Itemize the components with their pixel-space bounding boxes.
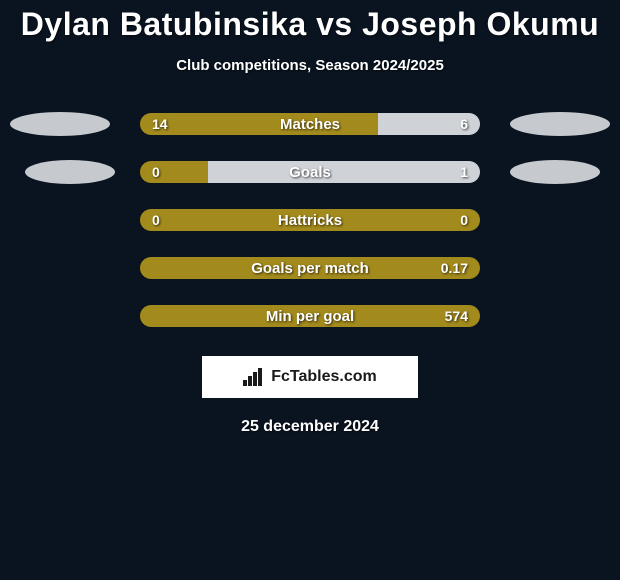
player-placeholder-left [25, 160, 115, 184]
stat-row: Goals01 [0, 160, 620, 184]
stat-rows: Matches146 Goals01 Hattricks00 Goals per ma… [0, 112, 620, 328]
player-placeholder-left [10, 112, 110, 136]
stat-bar: Hattricks00 [140, 209, 480, 231]
stat-row: Hattricks00 [0, 208, 620, 232]
stat-bar: Min per goal574 [140, 305, 480, 327]
stat-bar-left [140, 113, 378, 135]
brand-chart-icon [243, 368, 265, 386]
page-title: Dylan Batubinsika vs Joseph Okumu [0, 6, 620, 43]
subtitle: Club competitions, Season 2024/2025 [0, 57, 620, 74]
stat-bar-right [208, 161, 480, 183]
stat-bar-left [140, 305, 480, 327]
date-text: 25 december 2024 [0, 418, 620, 436]
stat-bar: Matches146 [140, 113, 480, 135]
stat-row: Min per goal574 [0, 304, 620, 328]
stat-bar-left [140, 161, 208, 183]
stat-bar-left [140, 257, 480, 279]
stat-row: Matches146 [0, 112, 620, 136]
player-placeholder-right [510, 112, 610, 136]
player-placeholder-right [510, 160, 600, 184]
stat-bar: Goals01 [140, 161, 480, 183]
stat-bar-right [378, 113, 480, 135]
brand-box: FcTables.com [202, 356, 418, 398]
stat-bar-left [140, 209, 480, 231]
brand-text: FcTables.com [271, 368, 377, 386]
stat-bar: Goals per match0.17 [140, 257, 480, 279]
stat-row: Goals per match0.17 [0, 256, 620, 280]
